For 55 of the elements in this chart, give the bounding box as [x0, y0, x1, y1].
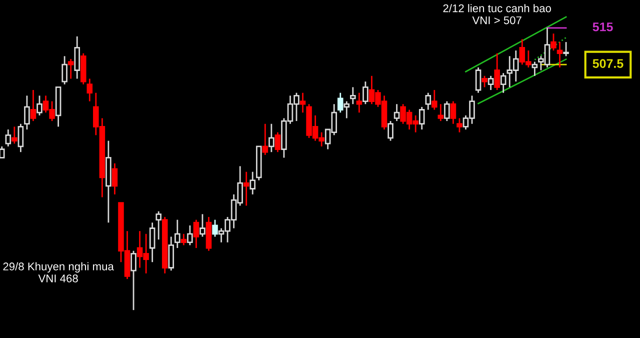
candlestick: [388, 120, 394, 142]
candlestick: [337, 92, 344, 114]
candlestick: [444, 100, 450, 122]
candlestick: [350, 86, 356, 105]
candlestick: [193, 219, 200, 249]
candlestick: [262, 123, 268, 156]
candlestick: [494, 52, 500, 91]
annotation: 29/8 Khuyen nghi mua VNI 468: [3, 262, 114, 282]
candlestick: [482, 75, 488, 88]
candlestick: [149, 222, 156, 263]
candlestick: [200, 213, 206, 238]
text: 507.5: [592, 59, 624, 68]
candlestick: [180, 233, 187, 246]
candlestick: [156, 210, 162, 240]
candlestick: [250, 171, 256, 196]
candlestick: [550, 32, 556, 52]
candlestick: [438, 103, 444, 122]
candlestick: [344, 100, 350, 119]
candlestick: [24, 94, 30, 130]
candlestick: [274, 132, 281, 153]
candlestick: [112, 162, 118, 196]
candlestick: [300, 92, 306, 114]
candlestick: [212, 219, 218, 238]
candlestick: [268, 123, 274, 153]
candlestick: [30, 89, 36, 122]
candlestick: [418, 106, 425, 130]
candlestick: [168, 236, 174, 272]
candlestick: [74, 36, 80, 80]
candlestick: [187, 224, 193, 246]
text: 515: [592, 22, 613, 32]
candlestick: [174, 219, 180, 249]
candlestick: [456, 118, 462, 134]
candlestick: [563, 41, 569, 57]
candlestick: [130, 250, 136, 311]
candlestick: [556, 41, 563, 68]
candlestick: [5, 128, 12, 148]
candlestick: [356, 92, 362, 114]
candlestick: [394, 103, 400, 122]
candlestick: [488, 75, 494, 91]
text: 2/12 lien tuc canh bao VNI > 507: [443, 4, 551, 24]
candlestick: [475, 66, 482, 94]
candlestick: [18, 123, 24, 153]
candlestick: [0, 146, 5, 158]
candlestick: [425, 92, 432, 110]
candlestick: [532, 61, 538, 77]
candlestick: [36, 94, 42, 116]
candlestick: [243, 171, 250, 206]
candlestick: [450, 100, 456, 125]
candlestick: [86, 78, 93, 102]
candlestick: [432, 89, 438, 110]
candlestick: [12, 126, 18, 144]
candlestick: [500, 72, 506, 94]
candlestick: [362, 80, 368, 105]
candlestick: [68, 58, 74, 80]
candlestick: [62, 55, 68, 86]
